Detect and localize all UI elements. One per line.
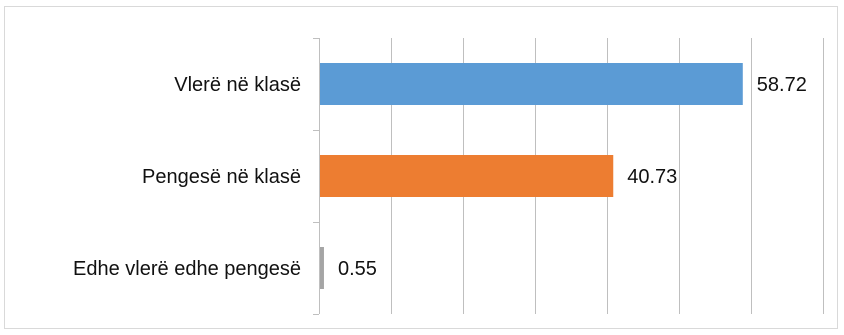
bar-2 (320, 247, 324, 289)
category-label-0: Vlerë në klasë (174, 74, 301, 96)
value-label-0: 58.72 (757, 74, 807, 96)
bar-0 (320, 63, 743, 105)
value-label-2: 0.55 (338, 258, 377, 280)
bar-chart: Vlerë në klasë 58.72 Pengesë në klasë 40.73… (73, 38, 824, 315)
chart-frame: Vlerë në klasë 58.72 Pengesë në klasë 40.73… (4, 6, 838, 329)
bar-1 (320, 155, 614, 197)
category-label-1: Pengesë në klasë (142, 166, 301, 188)
value-label-1: 40.73 (627, 166, 677, 188)
category-label-2: Edhe vlerë edhe pengesë (73, 258, 301, 280)
